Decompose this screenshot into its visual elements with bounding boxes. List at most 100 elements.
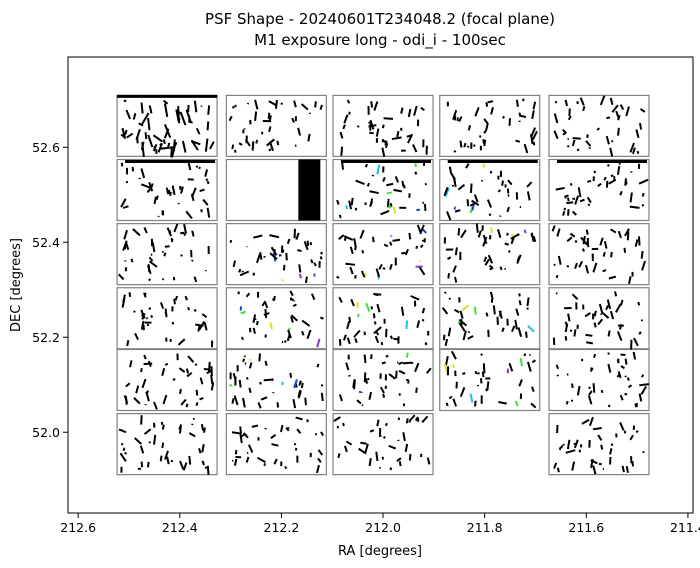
psf-whisker [144,132,148,140]
psf-whisker [297,127,302,136]
psf-whisker [180,398,187,406]
psf-whisker [620,299,624,306]
psf-whisker [556,374,559,377]
psf-whisker [587,395,593,405]
psf-whisker [586,196,592,204]
psf-whisker [365,302,371,313]
psf-whisker [264,302,269,309]
psf-whisker [574,195,580,205]
psf-whisker [240,336,244,341]
psf-whisker [375,268,381,278]
psf-whisker [615,110,620,119]
psf-whisker [174,295,179,301]
psf-whisker [210,382,215,391]
psf-whisker [119,452,127,462]
psf-whisker [458,318,468,327]
psf-whisker [487,254,494,264]
detector-grid [116,94,650,476]
psf-whisker [291,117,295,123]
psf-whisker [360,441,367,445]
psf-whisker [338,394,343,402]
psf-whisker [609,456,612,465]
psf-whisker [638,178,649,185]
psf-whisker [134,332,139,341]
psf-whisker [616,165,621,175]
psf-whisker [454,276,458,283]
psf-whisker [354,275,357,279]
psf-whisker [338,296,343,304]
psf-whisker [180,186,184,194]
psf-whisker [593,310,597,317]
psf-whisker [203,322,208,331]
psf-whisker [296,428,302,434]
psf-whisker [310,259,314,264]
psf-whisker [603,176,607,181]
psf-whisker [252,314,257,323]
psf-whisker [405,418,409,424]
psf-whisker [159,302,165,309]
psf-whisker [352,379,356,388]
psf-whisker [245,292,251,298]
psf-whisker [443,363,449,373]
psf-whisker [292,398,297,409]
psf-whisker [339,131,344,139]
psf-whisker [640,374,645,378]
psf-whisker [148,441,152,444]
psf-whisker [402,432,406,442]
psf-whisker [123,229,128,240]
psf-whisker [485,388,488,392]
psf-whisker [639,122,643,130]
psf-whisker [625,465,629,473]
psf-whisker [291,298,295,302]
psf-whisker [193,100,198,113]
psf-whisker [585,333,593,337]
psf-whisker [486,381,490,391]
psf-whisker [405,352,409,358]
psf-whisker [300,382,304,389]
psf-whisker [531,359,536,364]
psf-whisker [372,236,375,243]
psf-whisker [629,142,635,153]
psf-whisker [640,250,644,259]
psf-whisker [518,379,523,387]
plot-area-frame [67,56,694,514]
psf-whisker [610,251,613,258]
psf-whisker [188,455,192,465]
psf-whisker [238,268,242,273]
psf-whisker [462,372,466,375]
psf-whisker [254,99,259,110]
psf-whisker [267,112,271,120]
psf-whisker [162,394,168,405]
psf-whisker [639,383,650,387]
psf-whisker [120,198,127,208]
psf-whisker [378,263,383,270]
psf-whisker [607,363,612,373]
psf-whisker [391,136,402,141]
psf-whisker [382,267,386,270]
psf-whisker [191,230,195,237]
psf-whisker [256,456,266,463]
psf-whisker [173,223,179,233]
psf-whisker [233,149,237,153]
psf-whisker [381,140,388,143]
psf-whisker [526,191,531,201]
psf-whisker [605,305,609,311]
psf-whisker [620,365,626,370]
psf-whisker [314,101,317,108]
psf-whisker [557,255,562,265]
psf-whisker [488,264,493,269]
psf-whisker [257,402,262,409]
psf-whisker [248,327,252,333]
psf-whisker [195,127,201,135]
psf-whisker [489,266,494,271]
psf-whisker [619,422,625,431]
psf-whisker [551,225,556,232]
psf-whisker [143,227,148,234]
psf-whisker [269,252,278,260]
psf-whisker [184,295,188,301]
psf-whisker [124,451,128,455]
psf-whisker [152,134,164,143]
psf-whisker [161,424,165,430]
psf-whisker [340,146,344,156]
psf-whisker [531,110,535,120]
